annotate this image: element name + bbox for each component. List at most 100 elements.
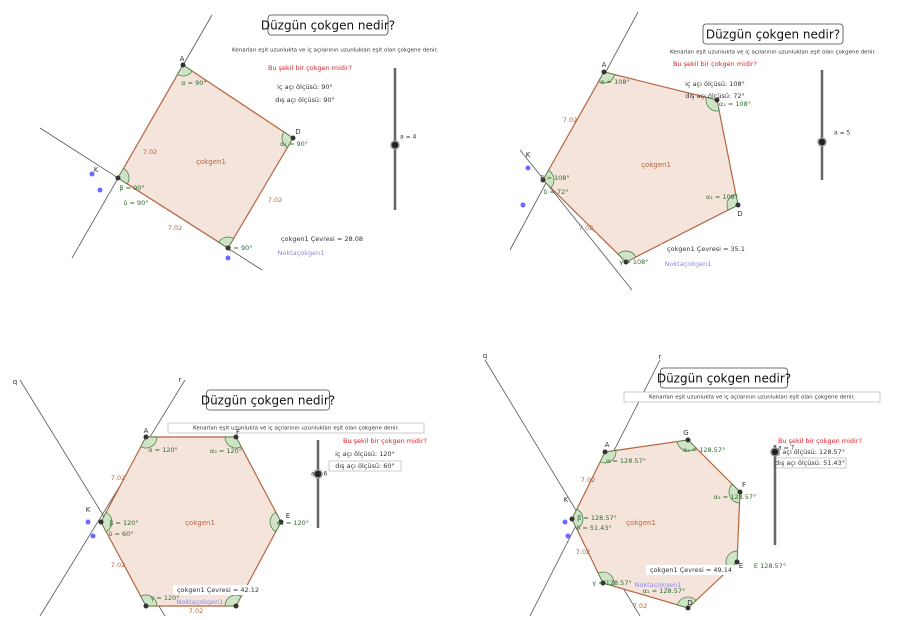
perimeter: çokgen1 Çevresi = 49.14 — [650, 566, 732, 574]
vertex-label: D — [295, 128, 300, 136]
vertex-label: A — [605, 441, 610, 449]
title: Düzgün çokgen nedir? — [201, 394, 335, 408]
construction-line — [39, 379, 186, 617]
perimeter-box — [173, 585, 263, 595]
slider-label: a = 6 — [311, 471, 328, 478]
title-box — [660, 367, 788, 389]
question: Bu şekil bir çokgen midir? — [268, 64, 352, 72]
angle-label: α = 90° — [181, 79, 206, 87]
angle-label: β = 90° — [119, 184, 144, 192]
slider-knob[interactable] — [390, 140, 400, 150]
slider-label: a = 4 — [400, 134, 417, 141]
angle-label: β = 128.57° — [577, 514, 617, 522]
angle-label: α₁ = 108° — [706, 193, 738, 201]
vertex-label: G — [683, 429, 688, 437]
vertex-label: F — [742, 481, 746, 489]
slider-knob[interactable] — [817, 137, 827, 147]
side-label: 7.02 — [268, 196, 282, 204]
vertex-label: A — [180, 55, 185, 63]
vertex-point — [623, 259, 629, 265]
slider-label: a = 7 — [778, 445, 795, 452]
construction-line — [519, 149, 633, 291]
perimeter-box — [661, 244, 751, 254]
vertex-point — [737, 489, 743, 495]
angle-label: γ = 90° — [228, 244, 253, 252]
angle-arc — [140, 594, 158, 607]
point-list: Noktaçokgen1 — [665, 260, 712, 268]
side-label: 7.02 — [576, 548, 590, 556]
line-label: r — [179, 376, 182, 384]
title-box — [702, 23, 844, 45]
angle-label: γ = 108° — [619, 258, 648, 266]
angle-arc — [117, 167, 130, 185]
interior-angle: iç açı ölçüsü: 120° — [335, 450, 395, 458]
vertex-label: E — [739, 562, 743, 570]
line-label: r — [659, 353, 662, 361]
angle-arc — [269, 511, 282, 533]
exterior-angle: dış açı ölçüsü: 51.43° — [775, 459, 845, 467]
side-label: 7.02 — [143, 148, 157, 156]
line-label: q — [13, 378, 17, 386]
angle-label: δ = 72° — [543, 188, 568, 196]
vertex-point — [734, 559, 740, 565]
angle-label: α = 128.57° — [606, 457, 646, 465]
angle-label: γ = 128.57° — [592, 579, 631, 587]
perimeter: çokgen1 Çevresi = 42.12 — [177, 586, 259, 594]
interior-angle: iç açı ölçüsü: 108° — [685, 80, 745, 88]
side-label: 7.02 — [633, 602, 647, 610]
line-point — [520, 202, 526, 208]
vertex-point — [180, 62, 186, 68]
interior-angle: iç açı ölçüsü: 90° — [277, 83, 333, 91]
angle-arc — [597, 571, 615, 587]
angle-label: α₃ = 128.57° — [714, 493, 756, 501]
angle-arc — [726, 193, 739, 211]
vertex-point — [602, 449, 608, 455]
vertex-label: F — [236, 428, 240, 436]
angle-label: E 128.57° — [754, 562, 786, 570]
angle-arc — [676, 439, 697, 452]
angle-label: δ = 90° — [123, 199, 148, 207]
angle-arc — [281, 131, 294, 148]
angle-arc — [542, 169, 555, 189]
question: Bu şekil bir çokgen midir? — [778, 437, 862, 445]
description: Kenarları eşit uzunlukta ve iç açılarını… — [670, 50, 876, 56]
polygon-name: çokgen1 — [641, 161, 671, 169]
side-label: 7.02 — [189, 607, 203, 615]
vertex-point — [115, 175, 121, 181]
exterior-angle: dış açı ölçüsü: 90° — [275, 96, 335, 104]
interior-angle: iç açı ölçüsü: 128.57° — [775, 448, 845, 456]
description-box — [167, 422, 425, 434]
vertex-point — [290, 135, 296, 141]
vertex-point — [98, 519, 104, 525]
angle-arc — [140, 436, 158, 449]
title: Düzgün çokgen nedir? — [261, 19, 395, 33]
angle-arc — [598, 71, 616, 84]
line-label: q — [483, 352, 487, 360]
description: Kenarları eşit uzunlukta ve iç açılarını… — [193, 426, 399, 432]
vertex-label: A — [602, 61, 607, 69]
title-box — [206, 389, 330, 411]
vertex-point — [714, 97, 720, 103]
vertex-point — [600, 580, 606, 586]
vertex-point — [233, 603, 239, 609]
polygon-name: çokgen1 — [196, 158, 226, 166]
angle-arc — [599, 450, 617, 464]
point-list: Noktaçokgen1 — [635, 581, 682, 589]
angle-arc — [177, 64, 193, 77]
line-point — [225, 255, 231, 261]
line-point — [525, 165, 531, 171]
vertex-label: D — [737, 210, 742, 218]
slider-knob[interactable] — [770, 447, 780, 457]
title: Düzgün çokgen nedir? — [657, 372, 791, 386]
vertex-point — [685, 437, 691, 443]
line-point — [97, 187, 103, 193]
vertex-point — [735, 202, 741, 208]
exterior-angle: dış açı ölçüsü: 60° — [335, 462, 395, 470]
slider-knob[interactable] — [313, 469, 323, 479]
side-label: 7.02 — [111, 561, 125, 569]
angle-arc — [617, 250, 637, 263]
angle-label: α₁ = 90° — [280, 140, 308, 148]
question: Bu şekil bir çokgen midir? — [673, 60, 757, 68]
angle-label: δ = 60° — [108, 530, 133, 538]
